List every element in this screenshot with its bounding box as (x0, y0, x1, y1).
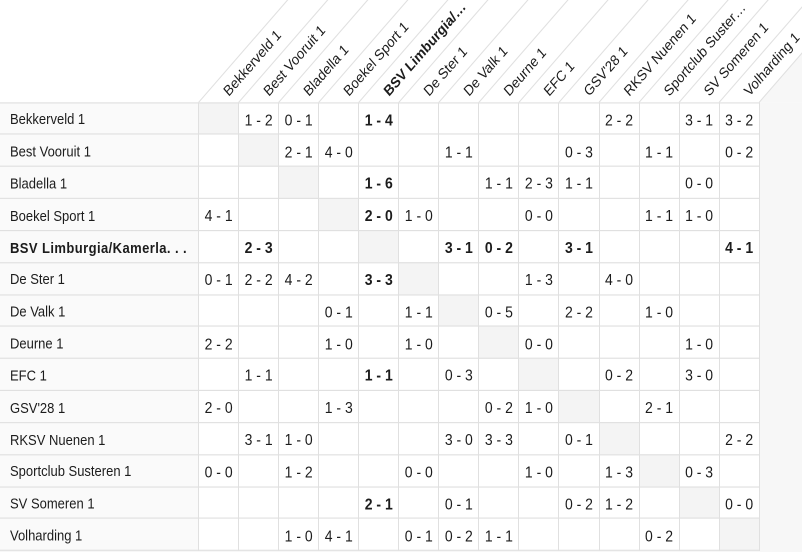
svg-text:RKSV Nuenen 1: RKSV Nuenen 1 (621, 9, 699, 99)
svg-text:EFC 1: EFC 1 (541, 57, 578, 99)
